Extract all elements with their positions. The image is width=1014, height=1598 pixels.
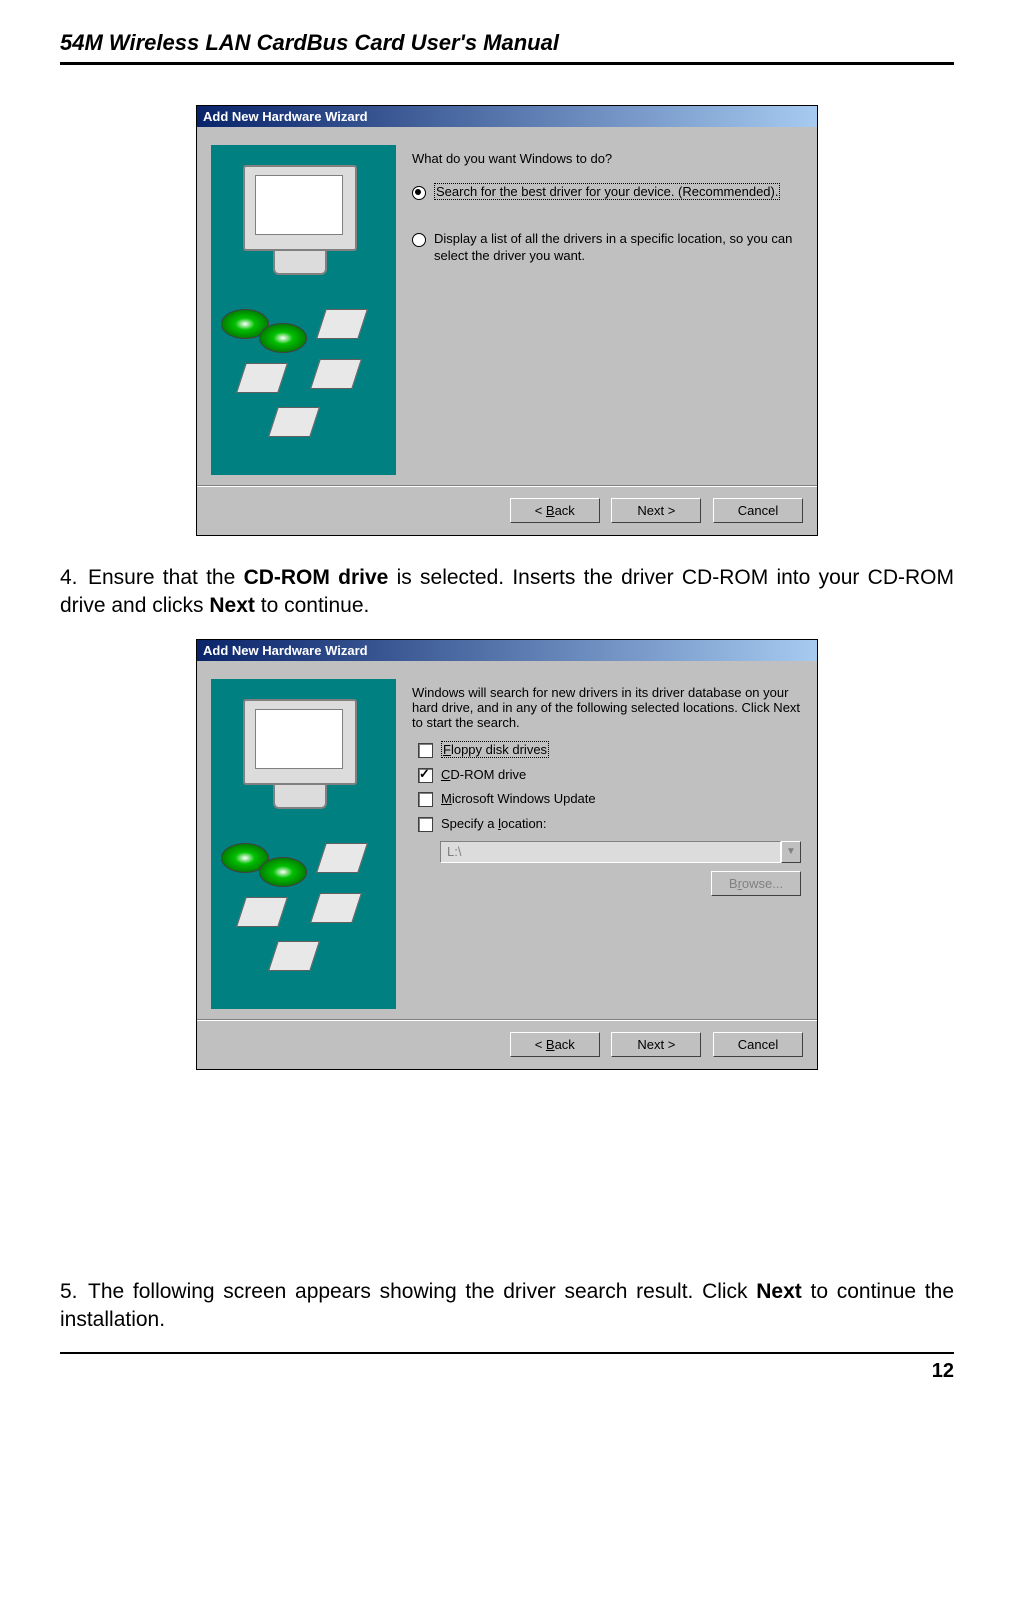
dialog2-title: Add New Hardware Wizard [197, 640, 817, 661]
radio-search-best[interactable]: Search for the best driver for your devi… [412, 184, 801, 201]
dialog2-intro: Windows will search for new drivers in i… [412, 685, 801, 730]
step-5-text: 5.The following screen appears showing t… [60, 1278, 954, 1335]
location-dropdown-icon: ▼ [781, 841, 801, 863]
radio-display-list[interactable]: Display a list of all the drivers in a s… [412, 231, 801, 265]
checkbox-icon [418, 792, 433, 807]
checkbox-icon [418, 743, 433, 758]
step-4-text: 4.Ensure that the CD-ROM drive is select… [60, 564, 954, 621]
wizard-dialog-1: Add New Hardware Wizard What do you want… [196, 105, 818, 536]
cancel-button[interactable]: Cancel [713, 1032, 803, 1057]
location-input: L:\ [440, 841, 781, 863]
checkbox-icon [418, 768, 433, 783]
next-button[interactable]: Next > [611, 1032, 701, 1057]
check-specify-location[interactable]: Specify a location: [418, 816, 801, 833]
wizard-graphic [211, 679, 396, 1009]
radio1-label: Search for the best driver for your devi… [434, 183, 780, 200]
check-windows-update[interactable]: Microsoft Windows Update [418, 791, 801, 808]
checkbox-icon [418, 817, 433, 832]
check-cdrom[interactable]: CD-ROM drive [418, 767, 801, 784]
dialog1-prompt: What do you want Windows to do? [412, 151, 801, 166]
next-button[interactable]: Next > [611, 498, 701, 523]
radio2-label: Display a list of all the drivers in a s… [434, 231, 801, 265]
footer-rule [60, 1352, 954, 1354]
page-header: 54M Wireless LAN CardBus Card User's Man… [60, 30, 954, 62]
wizard-graphic [211, 145, 396, 475]
radio-icon [412, 186, 426, 200]
check-floppy[interactable]: Floppy disk drives [418, 742, 801, 759]
radio-icon [412, 233, 426, 247]
wizard-dialog-2: Add New Hardware Wizard Windows will sea… [196, 639, 818, 1070]
browse-button: Browse... [711, 871, 801, 896]
back-button[interactable]: < Back [510, 1032, 600, 1057]
cancel-button[interactable]: Cancel [713, 498, 803, 523]
dialog1-title: Add New Hardware Wizard [197, 106, 817, 127]
header-rule [60, 62, 954, 65]
back-button[interactable]: < Back [510, 498, 600, 523]
page-number: 12 [60, 1360, 954, 1383]
